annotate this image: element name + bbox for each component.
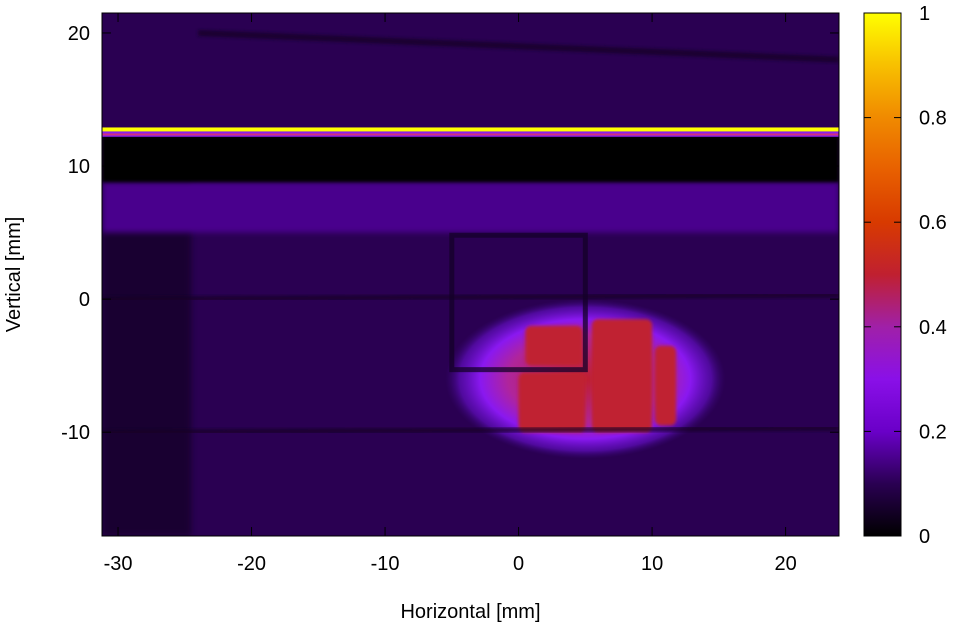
colorbar-tick-label: 0.2 bbox=[919, 421, 947, 443]
grid-wire-horizontal bbox=[102, 292, 839, 302]
y-axis-label: Vertical [mm] bbox=[3, 217, 25, 333]
beam-core-block bbox=[654, 345, 677, 426]
colorbar-ticks: 0 0.2 0.4 0.6 0.8 1 bbox=[864, 3, 947, 548]
x-tick-label: 20 bbox=[774, 553, 796, 575]
colorbar bbox=[863, 12, 902, 537]
x-tick-label: -20 bbox=[237, 553, 266, 575]
bright-line-edge bbox=[102, 133, 839, 136]
colorbar-tick-label: 0.4 bbox=[919, 317, 947, 339]
x-tick-label: 10 bbox=[641, 553, 663, 575]
background-field bbox=[102, 13, 839, 536]
beam-core-block bbox=[518, 372, 586, 433]
x-axis-label: Horizontal [mm] bbox=[400, 601, 540, 623]
grid-wire-top bbox=[198, 29, 839, 63]
small-square-outline bbox=[449, 232, 588, 373]
grid-wire-horizontal bbox=[102, 425, 839, 435]
purple-band bbox=[102, 182, 839, 233]
beam-core-block bbox=[525, 325, 583, 366]
dark-band bbox=[102, 135, 839, 183]
axes: -30 -20 -10 0 10 20 -10 0 10 20 bbox=[61, 13, 839, 575]
colorbar-tick-label: 1 bbox=[919, 3, 930, 25]
y-tick-label: -10 bbox=[61, 422, 90, 444]
plot-frame bbox=[101, 12, 840, 537]
beam-core-block bbox=[591, 319, 653, 433]
x-tick-label: 0 bbox=[513, 553, 524, 575]
x-tick-label: -30 bbox=[104, 553, 133, 575]
y-tick-label: 20 bbox=[68, 23, 90, 45]
colorbar-tick-label: 0 bbox=[919, 526, 930, 548]
colorbar-tick-label: 0.8 bbox=[919, 108, 947, 130]
y-tick-label: 0 bbox=[79, 289, 90, 311]
y-tick-label: 10 bbox=[68, 156, 90, 178]
bright-line bbox=[102, 127, 839, 132]
dark-left-strip bbox=[102, 182, 192, 536]
heatmap-image bbox=[102, 13, 839, 536]
colorbar-tick-label: 0.6 bbox=[919, 212, 947, 234]
x-tick-label: -10 bbox=[371, 553, 400, 575]
